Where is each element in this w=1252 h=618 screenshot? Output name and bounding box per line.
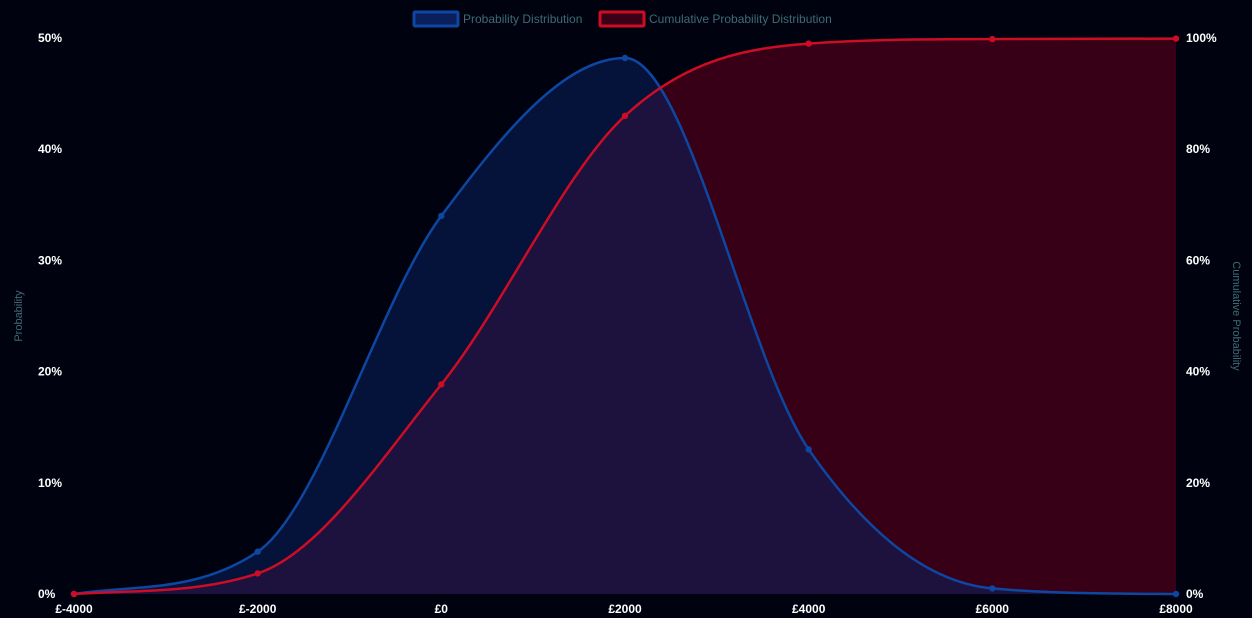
series-area-probability [74,58,1176,594]
area-fills [74,38,1176,595]
x-tick-label: £-2000 [239,602,277,616]
data-point-probability-1[interactable] [254,548,261,555]
data-point-cumulative-5[interactable] [989,35,996,43]
x-tick-label: £8000 [1159,602,1193,616]
right-tick-label: 20% [1186,476,1210,490]
left-tick-label: 40% [38,142,62,156]
data-point-cumulative-1[interactable] [254,570,261,577]
right-tick-label: 60% [1186,253,1210,267]
legend-label-probability[interactable]: Probability Distribution [463,12,582,26]
data-point-cumulative-4[interactable] [805,40,812,47]
left-tick-label: 10% [38,476,62,490]
right-tick-label: 80% [1186,142,1210,156]
legend-swatch-probability[interactable] [412,10,460,28]
left-tick-label: 20% [38,365,62,379]
legend-label-cumulative[interactable]: Cumulative Probability Distribution [649,12,832,26]
data-point-cumulative-6[interactable] [1172,35,1180,42]
right-axis-ticks: 0% 20% 40% 60% 80% 100% [1186,31,1217,601]
right-tick-label: 100% [1186,31,1217,45]
data-point-probability-2[interactable] [438,212,445,220]
x-tick-label: £0 [435,602,449,616]
data-point-cumulative-0[interactable] [70,590,78,598]
x-tick-label: £-4000 [55,602,93,616]
left-axis-title: Probability [13,290,25,342]
x-tick-label: £2000 [608,602,642,616]
x-tick-label: £6000 [976,602,1010,616]
data-point-cumulative-3[interactable] [621,112,629,120]
left-tick-label: 50% [38,31,62,45]
right-tick-label: 0% [1186,587,1204,601]
data-point-probability-6[interactable] [1172,590,1180,598]
data-point-probability-4[interactable] [805,446,812,453]
x-axis-ticks: £-4000 £-2000 £0 £2000 £4000 £6000 £8000 [55,602,1193,616]
right-tick-label: 40% [1186,365,1210,379]
left-tick-label: 30% [38,253,62,267]
data-point-probability-3[interactable] [621,54,629,62]
data-point-probability-5[interactable] [989,585,996,592]
right-axis-title: Cumulative Probability [1230,261,1242,371]
left-tick-label: 0% [38,587,56,601]
data-points [70,35,1180,598]
legend: Probability Distribution Cumulative Prob… [412,10,832,28]
data-point-cumulative-2[interactable] [438,381,445,388]
x-tick-label: £4000 [792,602,826,616]
left-axis-ticks: 0% 10% 20% 30% 40% 50% [38,31,62,601]
series-line-cumulative [73,37,1177,596]
legend-swatch-cumulative[interactable] [598,10,646,28]
